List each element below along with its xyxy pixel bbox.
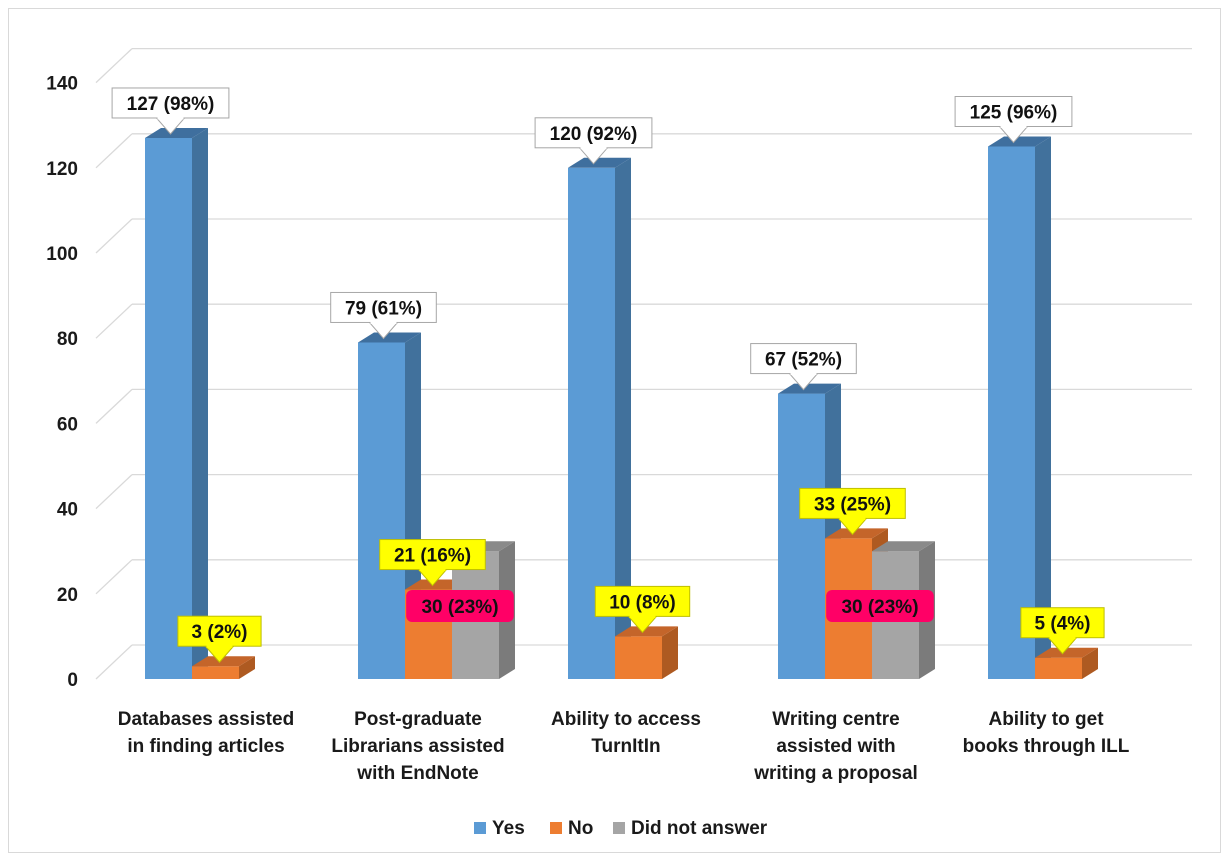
gridline-depth [95, 388, 133, 424]
category-label: Writing centre [772, 709, 899, 730]
data-label-yes: 125 (96%) [970, 103, 1058, 124]
data-label-no-seam [839, 516, 866, 520]
y-tick-label: 100 [46, 244, 78, 265]
category-label: writing a proposal [753, 763, 918, 784]
data-label-did-not-answer: 30 (23%) [421, 597, 498, 618]
bar-top [358, 332, 421, 343]
category-label: Ability to get [988, 709, 1104, 730]
data-label-yes-box [111, 87, 230, 119]
y-tick-label: 20 [57, 585, 78, 606]
data-label-no-seam [206, 644, 233, 648]
data-label-no-seam [629, 614, 656, 618]
y-tick-label: 60 [57, 414, 78, 435]
data-label-yes-seam [157, 116, 184, 120]
bar-yes [988, 146, 1035, 679]
data-label-yes: 120 (92%) [550, 124, 638, 145]
data-label-no-box [1020, 607, 1105, 639]
data-label-did-not-answer-box [406, 590, 514, 622]
data-label-yes-seam [580, 146, 607, 150]
bar-top [872, 541, 935, 552]
bar-side [662, 626, 678, 679]
data-label-no: 33 (25%) [814, 494, 891, 515]
data-label-yes: 67 (52%) [765, 350, 842, 371]
category-label: Librarians assisted [331, 736, 504, 757]
bar-no [1035, 657, 1082, 679]
bar-side [192, 127, 208, 680]
legend-swatch-did-not-answer [613, 822, 625, 834]
data-label-yes-box [750, 343, 857, 375]
data-label-yes-box [330, 291, 437, 323]
data-label-no-box [799, 487, 906, 519]
category-label: in finding articles [127, 736, 284, 757]
bar-top [145, 127, 208, 138]
bar-top [988, 136, 1051, 147]
gridline-depth [95, 559, 133, 595]
data-label-no: 3 (2%) [192, 622, 248, 643]
bar-yes [358, 342, 405, 679]
data-label-yes: 127 (98%) [127, 94, 215, 115]
bar-side [1082, 647, 1098, 679]
data-label-no-box [177, 615, 262, 647]
y-tick-label: 120 [46, 159, 78, 180]
category-label: books through ILL [963, 736, 1130, 757]
data-label-yes: 79 (61%) [345, 298, 422, 319]
data-label-yes-seam [370, 320, 397, 324]
category-label: Post-graduate [354, 709, 482, 730]
bar-side [615, 157, 631, 680]
legend-label: Yes [492, 818, 525, 839]
data-label-no-seam [1049, 636, 1076, 640]
gridline-depth [95, 303, 133, 339]
bar-top [192, 656, 255, 667]
y-tick-label: 0 [67, 670, 78, 691]
data-label-did-not-answer: 30 (23%) [841, 597, 918, 618]
data-label-no-box [379, 539, 486, 571]
legend-label: No [568, 818, 593, 839]
data-label-no: 21 (16%) [394, 546, 471, 567]
bar-side [239, 656, 255, 679]
gridline-depth [95, 133, 133, 169]
gridline-depth [95, 644, 133, 680]
category-label: with EndNote [356, 763, 478, 784]
data-label-yes-seam [1000, 125, 1027, 128]
data-label-yes-box [534, 117, 653, 149]
category-label: Ability to access [551, 709, 701, 730]
gridline-depth [95, 48, 133, 84]
bar-yes [145, 137, 192, 680]
bar-top [568, 157, 631, 168]
legend-label: Did not answer [631, 818, 768, 839]
bar-top [1035, 647, 1098, 658]
bar-yes [778, 393, 825, 679]
bar-no [615, 636, 662, 679]
bar-side [1035, 136, 1051, 679]
data-label-no: 10 (8%) [609, 592, 676, 613]
category-label: assisted with [776, 736, 895, 757]
category-label: Databases assisted [118, 709, 294, 730]
category-label: TurnItIn [591, 736, 660, 757]
data-label-yes-seam [790, 372, 817, 376]
gridline-depth [95, 218, 133, 254]
bar-top [778, 383, 841, 394]
legend-swatch-no [550, 822, 562, 834]
bar-top [615, 626, 678, 637]
y-tick-label: 140 [46, 74, 78, 95]
bar-top [825, 528, 888, 539]
data-label-did-not-answer-box [826, 590, 934, 622]
y-tick-label: 40 [57, 500, 78, 521]
gridline-depth [95, 474, 133, 510]
data-label-no: 5 (4%) [1035, 614, 1091, 635]
legend-swatch-yes [474, 822, 486, 834]
bar-no [192, 666, 239, 679]
y-tick-label: 80 [57, 329, 78, 350]
data-label-no-seam [419, 568, 446, 572]
